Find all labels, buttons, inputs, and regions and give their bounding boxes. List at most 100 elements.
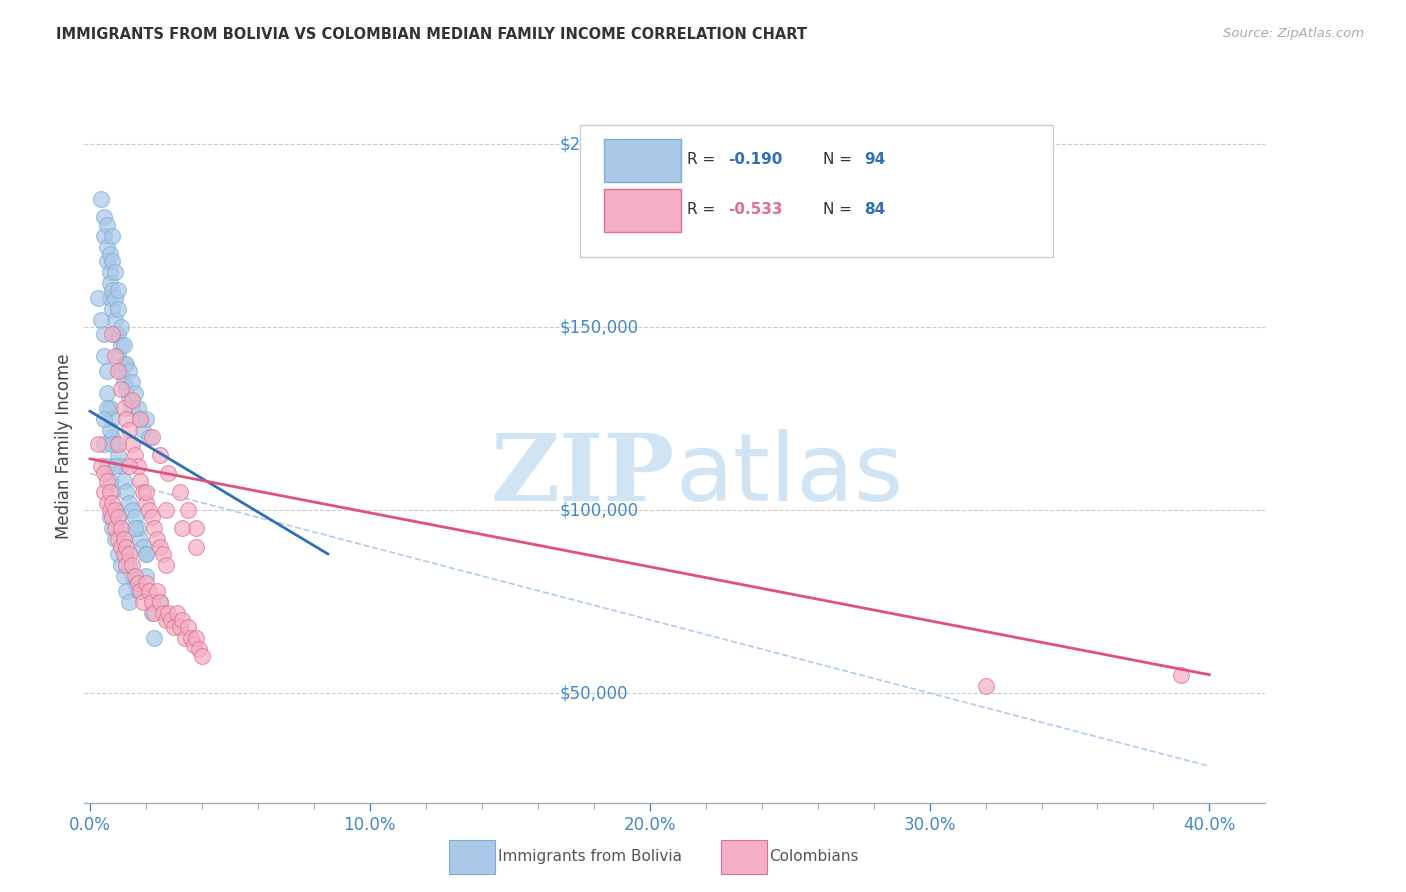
Point [101,496,124,510]
FancyBboxPatch shape [605,139,681,182]
Text: Source: ZipAtlas.com: Source: ZipAtlas.com [1223,27,1364,40]
Point [121,503,143,517]
Point [96,254,118,268]
Point [93,327,115,342]
Point [101,521,124,535]
Point [98,510,121,524]
Text: -0.533: -0.533 [728,202,783,217]
Point [135,411,157,425]
Point [141,594,163,608]
Point [98,423,121,437]
Point [143,606,166,620]
Point [101,484,124,499]
Point [157,606,180,620]
Point [104,312,127,326]
Point [135,547,157,561]
Point [118,496,141,510]
Text: R =: R = [686,202,720,217]
Point [155,613,177,627]
Point [118,423,141,437]
Point [135,569,157,583]
Point [96,239,118,253]
Point [129,411,152,425]
Point [124,510,146,524]
Point [149,540,172,554]
Point [135,496,157,510]
Point [132,484,155,499]
Point [186,521,208,535]
Point [96,401,118,415]
Text: atlas: atlas [675,428,903,521]
Point [141,510,163,524]
Point [98,265,121,279]
Point [121,558,143,572]
Point [107,510,129,524]
Point [115,540,138,554]
Text: 94: 94 [863,152,886,167]
Point [104,503,127,517]
Text: IMMIGRANTS FROM BOLIVIA VS COLOMBIAN MEDIAN FAMILY INCOME CORRELATION CHART: IMMIGRANTS FROM BOLIVIA VS COLOMBIAN MED… [56,27,807,42]
Point [180,631,202,645]
Point [155,503,177,517]
Point [96,474,118,488]
Point [93,484,115,499]
Point [174,631,197,645]
Point [101,327,124,342]
Point [98,276,121,290]
Point [183,639,205,653]
Point [112,375,135,389]
Point [163,620,186,634]
Point [127,583,149,598]
Point [107,349,129,363]
Point [98,247,121,261]
Point [127,576,149,591]
Point [138,583,160,598]
Point [121,393,143,408]
Point [135,547,157,561]
Point [112,547,135,561]
Point [104,459,127,474]
Point [112,401,135,415]
Point [96,218,118,232]
Point [104,349,127,363]
Point [115,484,138,499]
Point [143,521,166,535]
Point [186,540,208,554]
Point [98,401,121,415]
Point [138,503,160,517]
Point [149,594,172,608]
Point [107,437,129,451]
Point [101,411,124,425]
Point [107,327,129,342]
Point [152,606,174,620]
Point [96,496,118,510]
Point [169,620,191,634]
Point [118,547,141,561]
FancyBboxPatch shape [605,189,681,232]
Point [110,540,132,554]
Point [138,430,160,444]
Point [121,375,143,389]
Point [157,467,180,481]
Point [101,510,124,524]
Point [135,484,157,499]
Point [87,437,110,451]
Text: 84: 84 [863,202,886,217]
FancyBboxPatch shape [721,840,768,874]
Text: $200,000: $200,000 [560,135,638,153]
Point [110,382,132,396]
Point [98,474,121,488]
Point [149,448,172,462]
Text: -0.190: -0.190 [728,152,782,167]
Point [96,364,118,378]
Point [129,583,152,598]
Point [98,291,121,305]
Point [160,613,183,627]
Point [166,606,188,620]
Point [177,620,200,634]
Text: $150,000: $150,000 [560,318,638,336]
Point [101,430,124,444]
Text: $50,000: $50,000 [560,684,627,702]
Point [121,569,143,583]
Point [169,484,191,499]
